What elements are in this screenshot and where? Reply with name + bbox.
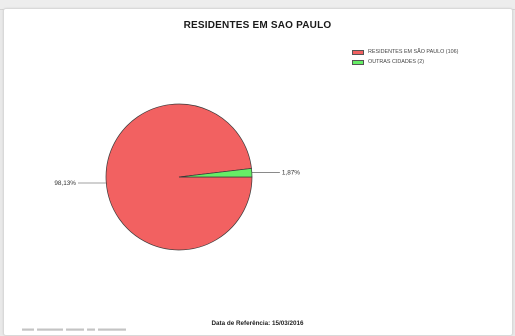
legend-label-outras: OUTRAS CIDADES (2) — [368, 59, 425, 65]
slice-label-residentes: 98,13% — [54, 180, 76, 187]
legend-swatch-residentes — [352, 49, 364, 55]
legend-item-residentes: RESIDENTES EM SÃO PAULO (106) — [352, 47, 458, 57]
slice-label-outras: 1,87% — [282, 170, 300, 177]
legend-item-outras: OUTRAS CIDADES (2) — [352, 57, 458, 67]
footer-note — [22, 327, 172, 335]
legend-label-residentes: RESIDENTES EM SÃO PAULO (106) — [368, 49, 459, 55]
legend-swatch-outras — [352, 59, 364, 65]
chart-title: RESIDENTES EM SAO PAULO — [183, 20, 332, 31]
chart-frame — [3, 8, 513, 336]
chart-legend: RESIDENTES EM SÃO PAULO (106) OUTRAS CID… — [352, 47, 458, 67]
illegible-footer-text — [22, 328, 126, 331]
reference-date: Data de Referência: 15/03/2016 — [211, 320, 304, 327]
